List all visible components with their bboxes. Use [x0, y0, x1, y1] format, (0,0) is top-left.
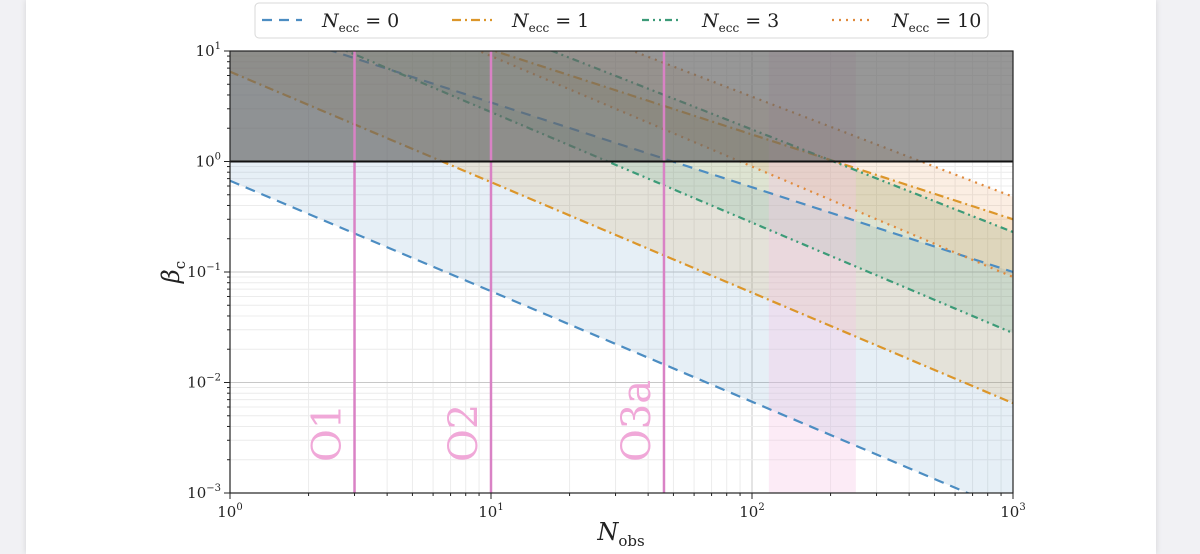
run-label-o2: O2 [441, 404, 487, 462]
y-tick-label: 10−2 [187, 373, 221, 392]
observing-runs: O1 O2 O3a [305, 51, 666, 493]
curve-series-3-lower [476, 51, 1013, 279]
curve-series-1-upper [491, 51, 1013, 221]
y-tick-label: 10−3 [187, 483, 221, 502]
x-tick-label: 102 [739, 502, 764, 521]
legend-label-1: Necc = 1 [511, 10, 589, 35]
exclusion-region [230, 51, 1013, 162]
curve-series-0-lower [230, 179, 971, 493]
x-axis-title: Nobs [596, 518, 644, 550]
y-tick-label: 101 [196, 41, 221, 60]
x-tick-label: 101 [478, 502, 503, 521]
chart-svg: O1 O2 O3a 100 101 102 103 101 100 10−1 10−2 10−3 N… [157, 2, 1026, 550]
y-tick-label: 10−1 [187, 262, 221, 281]
y-axis-title: βc [157, 261, 189, 284]
legend-label-2: Necc = 3 [701, 10, 779, 35]
legend: Necc = 0 Necc = 1 Necc = 3 Necc = 10 [254, 2, 989, 39]
x-tick-label: 100 [217, 502, 242, 521]
axis-ticks: 100 101 102 103 101 100 10−1 10−2 10−3 [187, 41, 1026, 521]
x-tick-label: 103 [1000, 502, 1025, 521]
legend-label-3: Necc = 10 [891, 10, 981, 35]
run-label-o3a: O3a [614, 380, 660, 462]
run-label-o1: O1 [305, 404, 351, 462]
legend-box [254, 2, 989, 39]
legend-label-0: Necc = 0 [321, 10, 399, 35]
y-tick-label: 100 [196, 152, 221, 171]
exclusion-rect [230, 51, 1013, 162]
figure-page: O1 O2 O3a 100 101 102 103 101 100 10−1 10−2 10−3 N… [26, 0, 1156, 554]
